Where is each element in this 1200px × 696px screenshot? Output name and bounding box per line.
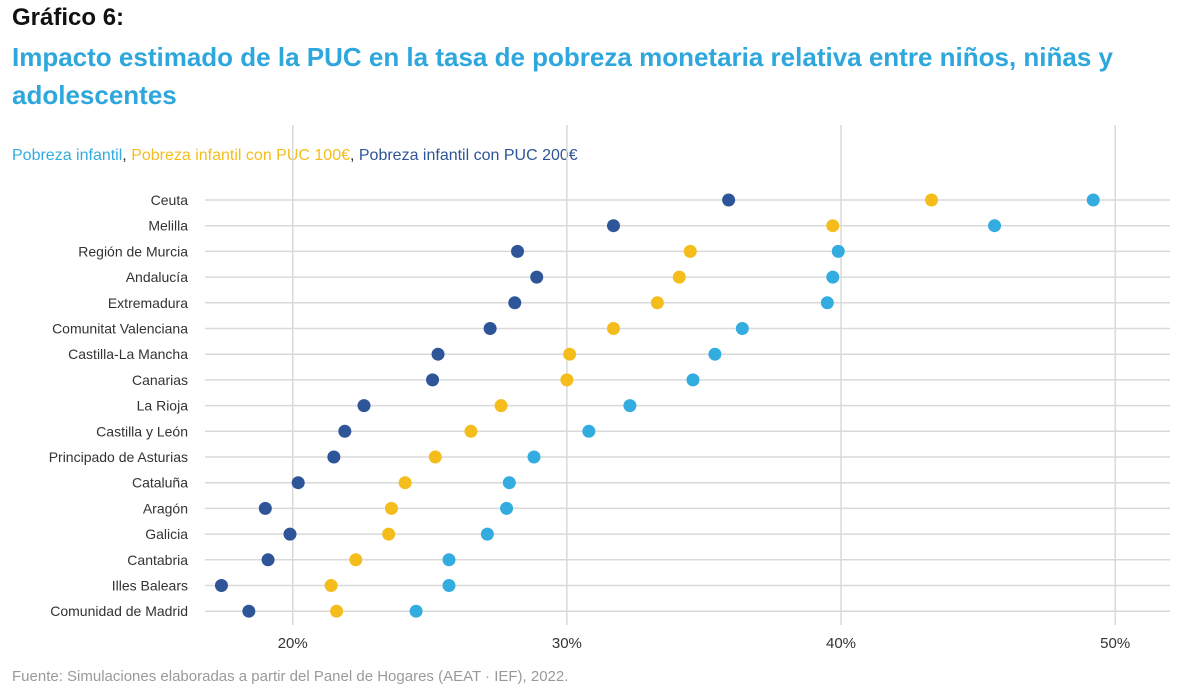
- x-tick-label: 50%: [1100, 635, 1130, 652]
- category-label: Castilla y León: [96, 423, 188, 439]
- x-tick-label: 40%: [826, 635, 856, 652]
- data-point-series-1: [826, 270, 840, 284]
- data-point-series-1: [442, 553, 456, 567]
- data-point-series-3: [483, 322, 497, 335]
- data-point-series-2: [563, 347, 577, 361]
- legend-separator: ,: [122, 147, 132, 164]
- category-label: Aragón: [143, 500, 188, 516]
- data-point-series-3: [327, 450, 341, 464]
- data-point-series-3: [431, 347, 445, 361]
- category-label: Principado de Asturias: [49, 449, 188, 465]
- data-point-series-3: [511, 244, 525, 258]
- category-label: Galicia: [145, 526, 188, 542]
- category-label: La Rioja: [137, 398, 189, 414]
- chart-kicker: Gráfico 6:: [12, 4, 125, 31]
- data-point-series-3: [291, 476, 305, 490]
- data-point-series-2: [382, 527, 396, 541]
- category-label: Melilla: [148, 218, 188, 234]
- data-point-series-2: [672, 270, 686, 284]
- category-label: Extremadura: [108, 295, 188, 311]
- category-label: Canarias: [132, 372, 188, 388]
- data-point-series-2: [384, 501, 398, 515]
- legend-item-puc-200: Pobreza infantil con PUC 200€: [358, 147, 578, 164]
- data-point-series-1: [500, 501, 514, 515]
- category-label: Andalucía: [126, 269, 188, 285]
- data-point-series-3: [338, 424, 352, 438]
- data-point-series-2: [398, 476, 412, 490]
- data-point-series-2: [924, 193, 938, 207]
- category-label: Comunidad de Madrid: [50, 603, 188, 619]
- data-point-series-3: [357, 399, 371, 413]
- x-tick-label: 30%: [552, 635, 582, 652]
- data-point-series-1: [708, 347, 722, 361]
- data-point-series-3: [242, 604, 256, 618]
- source-note: Fuente: Simulaciones elaboradas a partir…: [12, 668, 569, 685]
- data-point-series-3: [283, 527, 297, 541]
- data-point-series-2: [464, 424, 478, 438]
- data-point-series-3: [530, 270, 544, 284]
- legend-item-pobreza-infantil: Pobreza infantil: [12, 147, 123, 164]
- category-label: Cantabria: [127, 552, 188, 568]
- chart-title: Impacto estimado de la PUC en la tasa de…: [12, 42, 1114, 110]
- data-point-series-1: [988, 219, 1002, 233]
- data-point-series-2: [606, 322, 620, 335]
- data-point-series-1: [1086, 193, 1100, 207]
- category-label: Cataluña: [132, 475, 188, 491]
- data-point-series-2: [428, 450, 442, 464]
- data-point-series-1: [442, 579, 456, 592]
- data-point-series-2: [560, 373, 574, 387]
- data-point-series-3: [261, 553, 275, 567]
- legend-separator: ,: [349, 147, 359, 164]
- x-tick-label: 20%: [278, 635, 308, 652]
- data-point-series-1: [686, 373, 700, 387]
- data-point-series-2: [324, 579, 338, 592]
- category-label: Ceuta: [151, 192, 189, 208]
- data-point-series-2: [330, 604, 344, 618]
- category-label: Illes Balears: [112, 578, 188, 594]
- data-point-series-2: [349, 553, 363, 567]
- data-point-series-1: [527, 450, 541, 464]
- data-point-series-2: [683, 244, 697, 258]
- data-point-series-2: [650, 296, 664, 310]
- data-point-series-3: [508, 296, 522, 310]
- data-point-series-1: [480, 527, 494, 541]
- data-point-series-3: [426, 373, 440, 387]
- category-label: Región de Murcia: [78, 243, 188, 259]
- data-point-series-3: [214, 579, 228, 592]
- data-point-series-1: [623, 399, 637, 413]
- category-label: Comunitat Valenciana: [52, 321, 188, 337]
- data-point-series-3: [258, 501, 272, 515]
- data-point-series-3: [722, 193, 736, 207]
- data-point-series-1: [820, 296, 834, 310]
- data-point-series-1: [409, 604, 423, 618]
- data-point-series-2: [826, 219, 840, 233]
- category-label: Castilla-La Mancha: [68, 346, 188, 362]
- data-point-series-2: [494, 399, 508, 413]
- data-point-series-1: [582, 424, 596, 438]
- data-point-series-1: [735, 322, 749, 335]
- data-point-series-1: [831, 244, 845, 258]
- data-point-series-1: [502, 476, 516, 490]
- data-point-series-3: [606, 219, 620, 233]
- legend: Pobreza infantil, Pobreza infantil con P…: [12, 147, 578, 165]
- legend-item-puc-100: Pobreza infantil con PUC 100€: [131, 147, 350, 164]
